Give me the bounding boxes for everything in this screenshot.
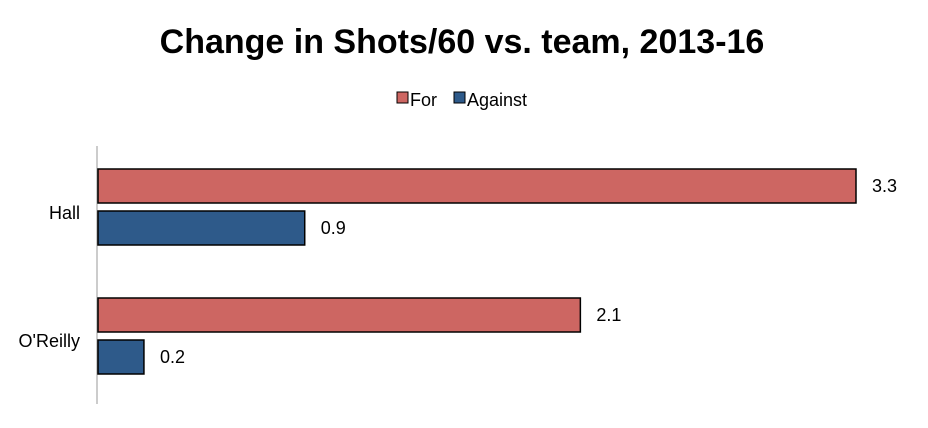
bar-for-0: [97, 168, 857, 204]
legend-swatch-against: [453, 91, 466, 104]
category-label-hall: Hall: [49, 203, 80, 223]
category-label-oreilly: O'Reilly: [19, 331, 80, 351]
data-label-for-0: 3.3: [872, 176, 897, 196]
bar-against-0: [97, 210, 306, 246]
bar-against-1: [97, 339, 145, 375]
data-label-against-1: 0.2: [160, 347, 185, 367]
legend-swatch-for: [396, 91, 409, 104]
legend: For Against: [396, 90, 527, 110]
bars-group: 3.3 0.9 2.1 0.2: [97, 168, 897, 375]
data-label-for-1: 2.1: [596, 305, 621, 325]
bar-for-1: [97, 297, 582, 333]
legend-label-against: Against: [467, 90, 527, 110]
chart-title: Change in Shots/60 vs. team, 2013-16: [160, 23, 765, 61]
legend-label-for: For: [410, 90, 437, 110]
data-label-against-0: 0.9: [321, 218, 346, 238]
